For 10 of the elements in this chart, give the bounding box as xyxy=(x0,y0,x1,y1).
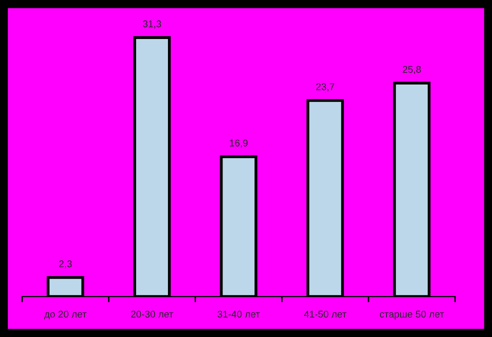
data-label: 23,7 xyxy=(316,83,334,92)
data-label: 2,3 xyxy=(59,260,72,268)
data-label: 31,3 xyxy=(142,20,162,28)
x-tick-label: 41-50 лет xyxy=(304,310,346,318)
x-tick-label: 20-30 лет xyxy=(131,310,174,318)
x-tick-label: старше 50 лет xyxy=(380,310,444,320)
x-tick-label: 31-40 лет xyxy=(218,310,260,318)
data-label: 25,8 xyxy=(402,66,421,74)
x-tick-label: до 20 лет xyxy=(44,310,87,320)
data-label: 16,9 xyxy=(230,140,248,148)
